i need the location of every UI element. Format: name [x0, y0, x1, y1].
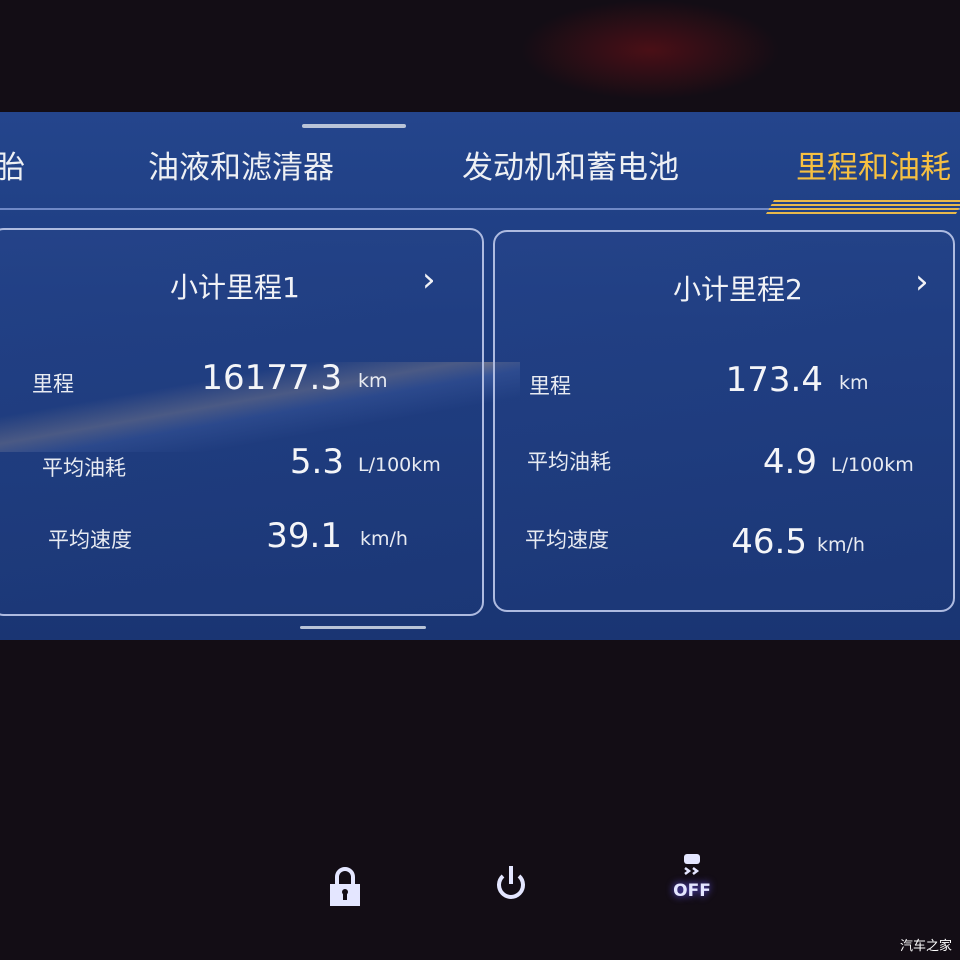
avg-fuel-label: 平均油耗	[527, 450, 611, 474]
tab-fluids-filters[interactable]: 油液和滤清器	[148, 150, 334, 186]
mileage-unit: km	[358, 370, 388, 392]
background-glow	[520, 0, 780, 100]
avg-fuel-value: 5.3	[289, 442, 344, 482]
mileage-value: 16177.3	[201, 358, 342, 398]
avg-speed-label: 平均速度	[48, 528, 132, 552]
tab-bar: 胎 油液和滤清器 发动机和蓄电池 里程和油耗	[0, 142, 960, 192]
avg-speed-unit: km/h	[817, 534, 865, 556]
avg-speed-value: 46.5	[731, 522, 807, 562]
avg-speed-unit: km/h	[360, 528, 408, 550]
avg-fuel-unit: L/100km	[831, 454, 914, 476]
esc-off-button[interactable]: OFF	[672, 852, 712, 900]
mileage-label: 里程	[32, 372, 74, 396]
avg-fuel-label: 平均油耗	[42, 456, 126, 480]
tab-tires[interactable]: 胎	[0, 150, 25, 186]
trip-title: 小计里程2	[673, 273, 803, 306]
display-screen: 胎 油液和滤清器 发动机和蓄电池 里程和油耗 小计里程1 › 里程 16177.…	[0, 112, 960, 640]
top-drag-handle[interactable]	[302, 124, 406, 128]
mileage-value: 173.4	[725, 360, 823, 400]
mileage-unit: km	[839, 372, 869, 394]
trip-card-1[interactable]: 小计里程1 › 里程 16177.3 km 平均油耗 5.3 L/100km 平…	[0, 228, 484, 616]
esc-off-label: OFF	[673, 881, 711, 901]
avg-speed-label: 平均速度	[525, 528, 609, 552]
skid-car-icon	[684, 854, 700, 875]
tab-divider	[0, 208, 960, 210]
mileage-label: 里程	[529, 374, 571, 398]
bottom-drag-handle[interactable]	[300, 626, 426, 629]
active-tab-indicator	[765, 200, 960, 214]
trip-card-2[interactable]: 小计里程2 › 里程 173.4 km 平均油耗 4.9 L/100km 平均速…	[493, 230, 955, 612]
avg-fuel-value: 4.9	[762, 442, 817, 482]
trip-title: 小计里程1	[170, 271, 300, 304]
power-icon[interactable]	[494, 862, 528, 908]
watermark: 汽车之家	[899, 939, 952, 954]
chevron-right-icon[interactable]: ›	[915, 262, 929, 302]
chevron-right-icon[interactable]: ›	[422, 260, 436, 300]
tab-mileage-fuel[interactable]: 里程和油耗	[796, 150, 951, 186]
lock-icon[interactable]	[328, 866, 362, 912]
tab-engine-battery[interactable]: 发动机和蓄电池	[462, 150, 679, 186]
avg-speed-value: 39.1	[266, 516, 342, 556]
avg-fuel-unit: L/100km	[358, 454, 441, 476]
